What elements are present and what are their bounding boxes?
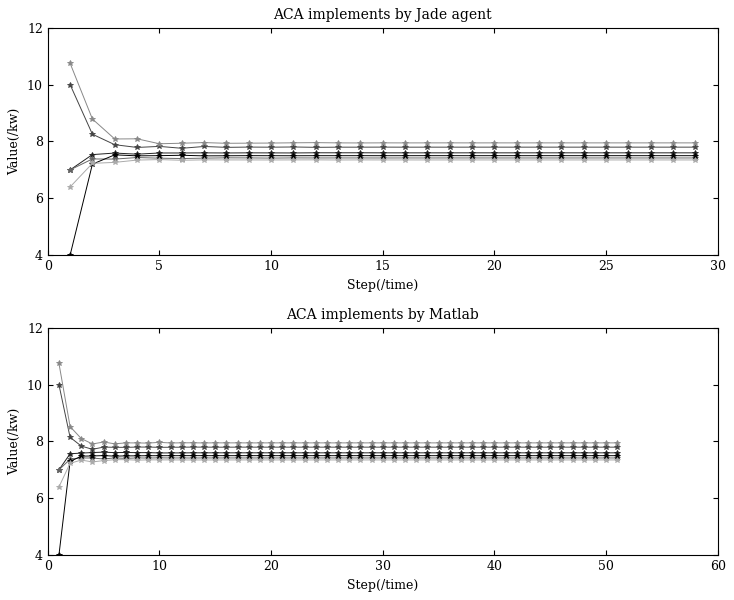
Y-axis label: Value(/kw): Value(/kw)	[8, 108, 21, 175]
Title: ACA implements by Matlab: ACA implements by Matlab	[286, 308, 479, 322]
Y-axis label: Value(/kw): Value(/kw)	[8, 408, 21, 475]
X-axis label: Step(/time): Step(/time)	[347, 578, 418, 592]
X-axis label: Step(/time): Step(/time)	[347, 278, 418, 292]
Title: ACA implements by Jade agent: ACA implements by Jade agent	[273, 8, 492, 22]
